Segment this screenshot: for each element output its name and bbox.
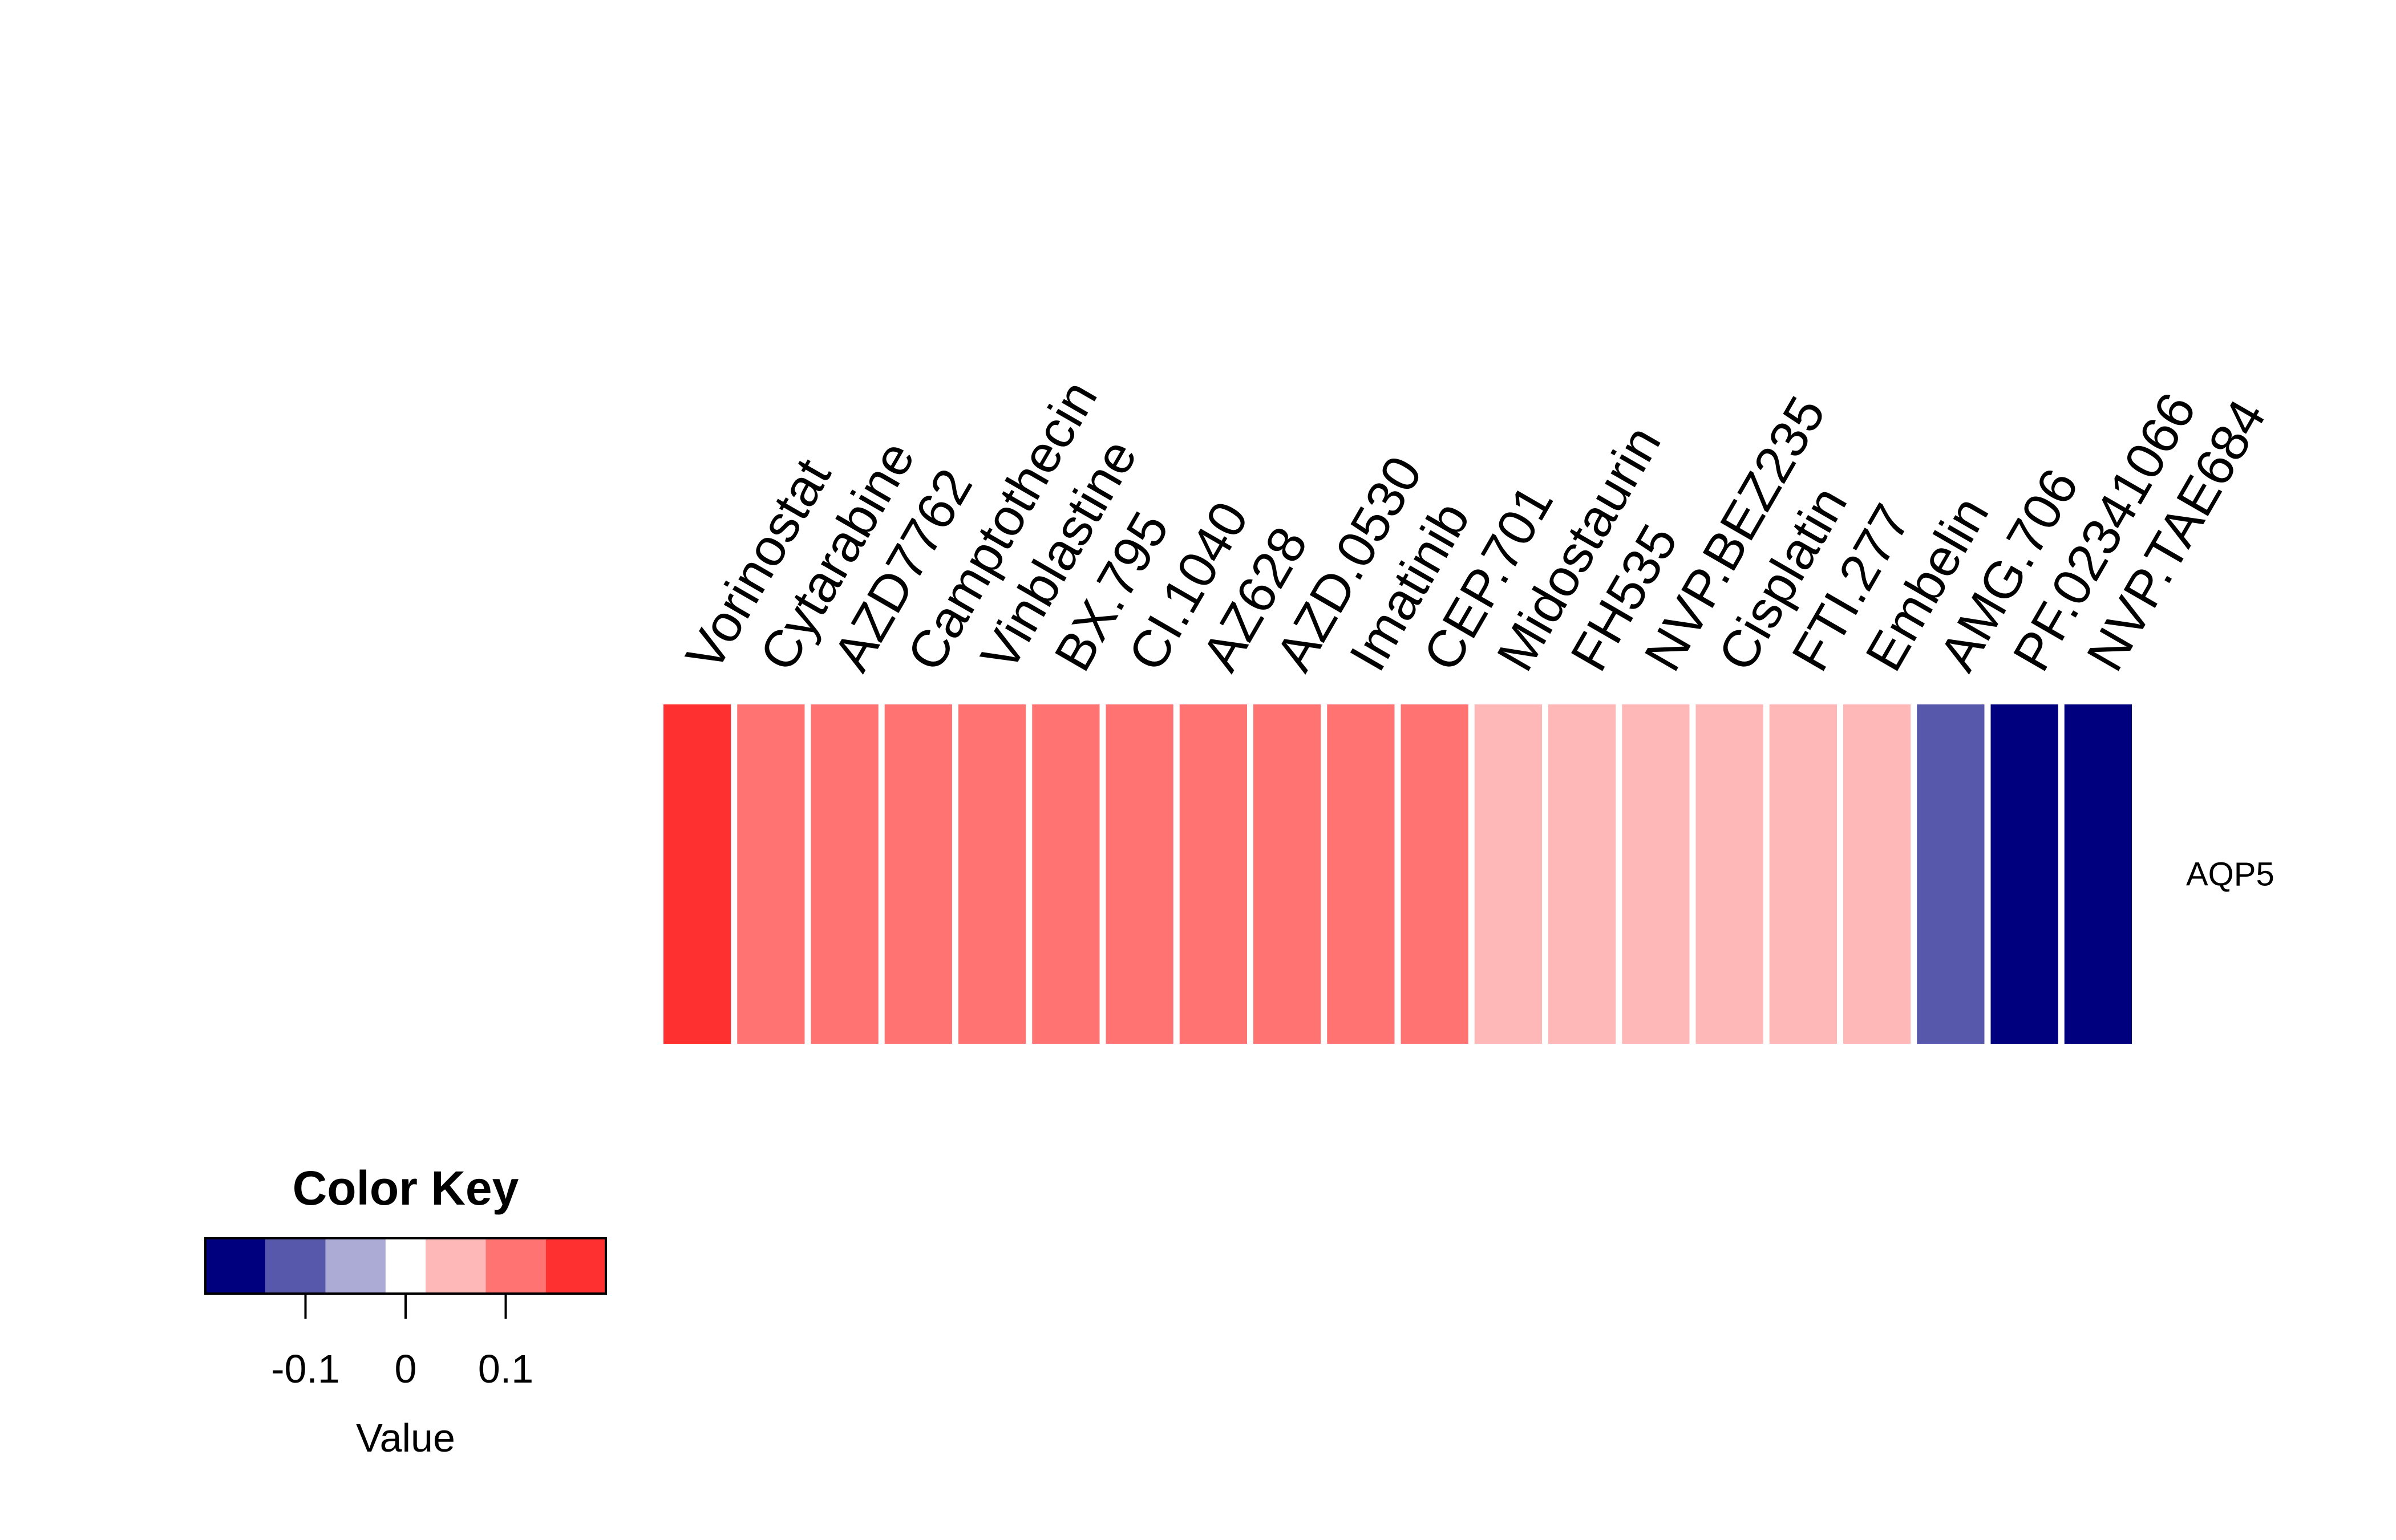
heatmap-cell-aqp5-midostaurin (1474, 704, 1542, 1044)
heatmap-cell-aqp5-bx-795 (1032, 704, 1100, 1044)
heatmap-cell-aqp5-azd7762 (811, 704, 879, 1044)
row-label-aqp5: AQP5 (2186, 856, 2274, 893)
heatmap-cell-aqp5-embelin (1843, 704, 1911, 1044)
color-key-title: Color Key (293, 1161, 519, 1215)
column-labels: VorinostatCytarabineAZD7762CamptothecinV… (675, 371, 2277, 680)
heatmap-cell-aqp5-camptothecin (884, 704, 952, 1044)
color-key-swatch-2 (325, 1238, 386, 1294)
heatmap-cell-aqp5-nvp-tae684 (2064, 704, 2132, 1044)
heatmap-cell-aqp5-vorinostat (663, 704, 731, 1044)
heatmap-cell-aqp5-cep-701 (1401, 704, 1468, 1044)
color-key-swatch-5 (485, 1238, 546, 1294)
heatmap-cell-aqp5-amg-706 (1917, 704, 1985, 1044)
heatmap-cell-aqp5-imatinib (1327, 704, 1395, 1044)
color-key-swatch-3 (385, 1238, 426, 1294)
color-key-swatches (205, 1238, 606, 1294)
heatmap-cell-aqp5-az628 (1179, 704, 1247, 1044)
heatmap-cell-aqp5-cisplatin (1695, 704, 1763, 1044)
heatmap-cell-aqp5-azd-0530 (1253, 704, 1321, 1044)
heatmap-cell-aqp5-pf-02341066 (1990, 704, 2058, 1044)
color-key-tick-label: -0.1 (271, 1347, 340, 1391)
heatmap-cell-aqp5-vinblastine (958, 704, 1026, 1044)
color-key: Color Key -0.1 0 0.1 Value (204, 1161, 607, 1460)
heatmap-cell-aqp5-cytarabine (737, 704, 805, 1044)
heatmap-cell-aqp5-nvp-bez235 (1622, 704, 1690, 1044)
color-key-axis-label: Value (356, 1416, 455, 1460)
heatmap-cell-aqp5-ci-1040 (1106, 704, 1173, 1044)
color-key-swatch-0 (205, 1238, 266, 1294)
color-key-swatch-4 (426, 1238, 486, 1294)
color-key-tick-label: 0.1 (478, 1347, 533, 1391)
color-key-tick-label: 0 (395, 1347, 417, 1391)
heatmap-cell-aqp5-fti-277 (1769, 704, 1837, 1044)
color-key-ticks: -0.1 0 0.1 (271, 1294, 533, 1391)
row-labels: AQP5 (2186, 856, 2274, 893)
color-key-swatch-1 (265, 1238, 326, 1294)
heatmap-cell-aqp5-fh535 (1548, 704, 1616, 1044)
heatmap-cells (663, 704, 2132, 1044)
color-key-swatch-6 (545, 1238, 606, 1294)
